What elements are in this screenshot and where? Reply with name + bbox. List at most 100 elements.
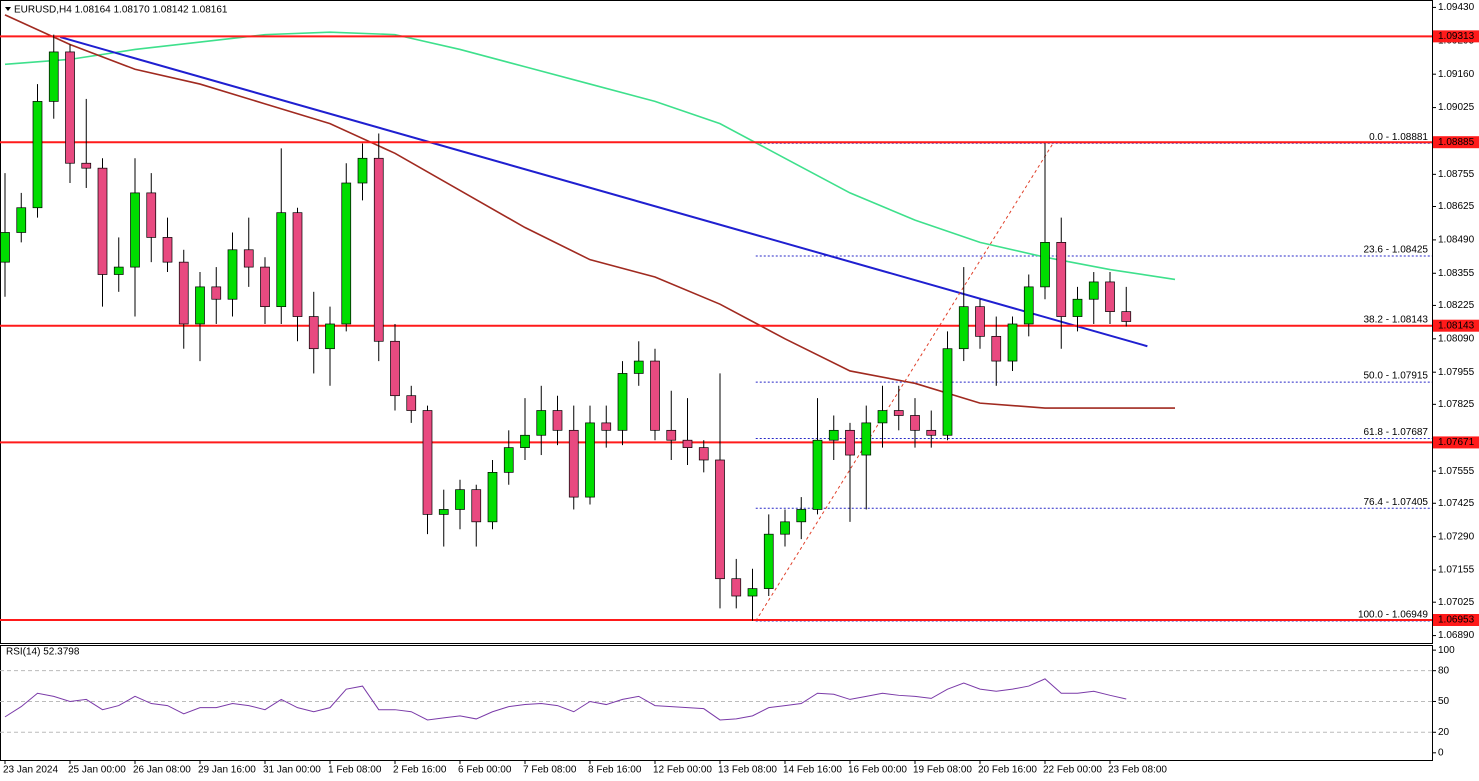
candle-body [438,509,449,515]
candle-body [1056,242,1067,317]
level-box [1433,436,1479,449]
fib-label: 76.4 - 1.07405 [1364,497,1429,508]
candle-body [471,489,482,523]
candle-body [796,509,807,523]
candle-body [731,578,742,597]
rsi-title: RSI(14) 52.3798 [6,647,80,658]
candle-body [113,266,124,275]
candle-body [211,286,222,300]
x-tick-label: 1 Feb 08:00 [328,765,382,776]
candle-body [845,429,855,456]
candle-body [780,521,790,535]
candle-body [195,286,205,325]
y-tick-label: 1.08625 [1438,201,1475,212]
candle-body [1072,298,1083,317]
candle-body [633,360,644,374]
candle-body [260,266,270,308]
x-tick-label: 31 Jan 00:00 [263,765,321,776]
y-tick-label: 1.09025 [1438,102,1475,113]
level-label: 1.06953 [1438,615,1475,626]
candle-body [877,410,888,424]
candle-body [747,588,758,597]
candle-body [406,395,417,411]
candle-body [390,340,400,397]
x-tick-label: 22 Feb 00:00 [1043,765,1102,776]
x-tick-label: 8 Feb 16:00 [588,765,642,776]
rsi-tick-label: 20 [1438,727,1450,738]
candle-body [357,157,368,184]
candle-body [698,447,709,461]
candle-body [552,410,563,431]
candle-body [991,335,1002,362]
candle-body [1040,242,1050,288]
y-tick-label: 1.09430 [1438,2,1475,13]
fib-label: 38.2 - 1.08143 [1364,314,1429,325]
candle-body [763,533,774,589]
candle-body [1007,323,1018,362]
candle-body [243,249,254,268]
candle-body [487,472,498,523]
rsi-tick-label: 50 [1438,696,1450,707]
candle-body [585,422,595,498]
candle-body [97,167,108,275]
y-tick-label: 1.08090 [1438,333,1475,344]
candle-body [162,237,173,263]
x-tick-label: 19 Feb 08:00 [913,765,972,776]
candle-body [1105,281,1115,312]
x-tick-label: 13 Feb 08:00 [718,765,777,776]
candle-body [16,207,27,233]
x-tick-label: 29 Jan 16:00 [198,765,256,776]
x-tick-label: 25 Jan 00:00 [68,765,126,776]
rsi-tick-label: 0 [1438,747,1444,758]
rsi-tick-label: 80 [1438,665,1450,676]
level-label: 1.09313 [1438,31,1475,42]
candle-body [910,415,920,431]
candle-body [227,249,238,300]
moving-average [4,31,1176,281]
y-tick-label: 1.08755 [1438,169,1475,180]
candle-body [65,51,75,164]
candle-body [975,306,985,337]
candle-body [455,489,465,510]
candle-body [715,459,725,580]
candle-body [666,429,677,441]
x-tick-label: 12 Feb 00:00 [653,765,712,776]
candle-body [568,429,579,498]
y-tick-label: 1.07290 [1438,531,1475,542]
level-label: 1.08143 [1438,320,1475,331]
fib-label: 61.8 - 1.07687 [1364,427,1429,438]
candle-body [130,192,140,268]
level-box [1433,136,1479,149]
candle-body [503,447,514,473]
x-tick-label: 2 Feb 16:00 [393,765,447,776]
y-tick-label: 1.08355 [1438,268,1475,279]
fib-label: 0.0 - 1.08881 [1369,132,1428,143]
y-tick-label: 1.06890 [1438,630,1475,641]
candle-body [178,261,189,325]
x-tick-label: 14 Feb 16:00 [783,765,842,776]
candle-body [32,101,43,209]
x-tick-label: 23 Feb 08:00 [1108,765,1167,776]
y-tick-label: 1.07825 [1438,399,1475,410]
x-tick-label: 6 Feb 00:00 [458,765,512,776]
candle-body [81,162,92,169]
x-tick-label: 20 Feb 16:00 [978,765,1037,776]
fib-label: 100.0 - 1.06949 [1358,610,1428,621]
candle-body [422,410,433,515]
moving-average [4,14,1175,409]
level-box [1433,614,1479,627]
level-box [1433,30,1479,43]
candle-body [926,429,937,436]
y-tick-label: 1.08225 [1438,300,1475,311]
candle-body [276,212,287,308]
level-box [1433,319,1479,332]
candle-body [617,373,628,431]
candle-body [308,316,319,350]
candle-body [0,232,10,263]
trendline [59,36,1148,348]
candle-body [682,439,693,448]
candle-body [958,306,969,350]
y-tick-label: 1.07155 [1438,565,1475,576]
candle-body [1088,281,1099,300]
